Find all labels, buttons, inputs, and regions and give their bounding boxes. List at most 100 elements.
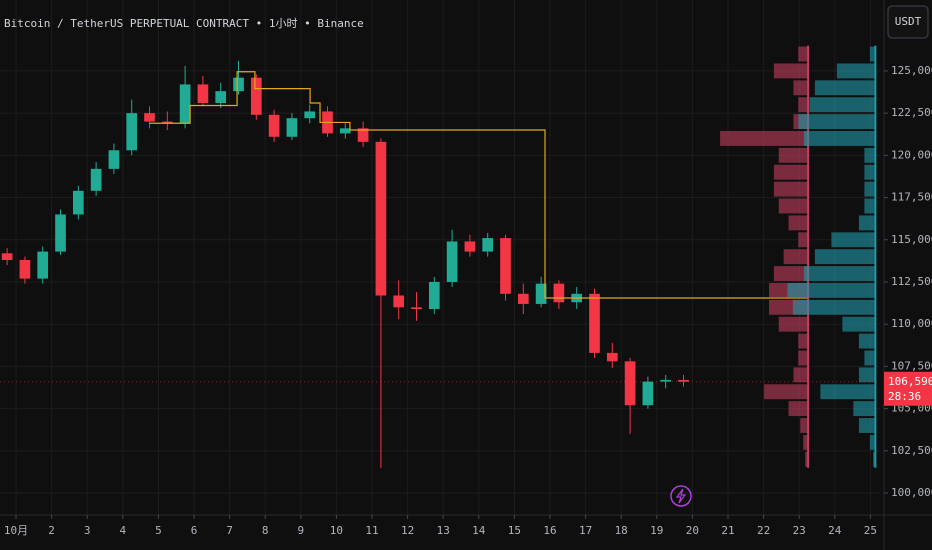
candle-body — [19, 260, 31, 279]
profile-bar — [778, 147, 809, 163]
x-tick-label: 2 — [48, 524, 55, 537]
profile-bar — [869, 46, 876, 62]
candle-body — [286, 118, 298, 137]
x-tick-label: 19 — [650, 524, 663, 537]
profile-bar — [814, 249, 876, 265]
candle-body — [72, 190, 84, 215]
poc-line — [149, 71, 809, 299]
candle-body — [375, 141, 387, 296]
x-tick-label: 6 — [191, 524, 198, 537]
profile-bar — [803, 434, 809, 450]
x-tick-label: 21 — [721, 524, 734, 537]
profile-bar — [853, 401, 876, 417]
profile-bar — [836, 63, 876, 79]
candle-body — [642, 381, 654, 406]
candle-body — [250, 77, 262, 115]
y-tick-label: 115,000.0 — [891, 233, 932, 246]
profile-bar — [864, 181, 876, 197]
candle-body — [464, 241, 476, 252]
profile-bar — [858, 333, 876, 349]
x-tick-label: 12 — [401, 524, 414, 537]
y-tick-label: 125,000.0 — [891, 64, 932, 77]
profile-bar — [864, 147, 876, 163]
candle-body — [161, 121, 173, 124]
x-tick-label: 15 — [508, 524, 521, 537]
profile-bar — [805, 451, 809, 467]
profile-bar — [820, 384, 876, 400]
profile-bar — [803, 266, 876, 281]
candle-body — [37, 251, 49, 279]
profile-bar — [773, 63, 809, 79]
candle-body — [268, 114, 280, 137]
profile-bar — [773, 181, 809, 197]
profile-bar — [788, 401, 809, 417]
x-tick-label: 23 — [793, 524, 806, 537]
x-tick-label: 22 — [757, 524, 770, 537]
currency-label[interactable]: USDT — [895, 15, 922, 28]
x-tick-label: 5 — [155, 524, 162, 537]
y-tick-label: 112,500.0 — [891, 275, 932, 288]
plot-area — [1, 45, 877, 468]
profile-bar — [788, 215, 809, 231]
y-tick-label: 107,500.0 — [891, 359, 932, 372]
candle-body — [144, 113, 155, 122]
x-tick-label: 13 — [437, 524, 450, 537]
x-tick-label: 3 — [84, 524, 91, 537]
candle-body — [482, 238, 494, 252]
y-tick-label: 122,500.0 — [891, 106, 932, 119]
profile-bar — [842, 316, 876, 332]
x-tick-label: 25 — [864, 524, 877, 537]
y-tick-label: 102,500.0 — [891, 444, 932, 457]
x-tick-label: 24 — [828, 524, 842, 537]
profile-bar — [764, 384, 809, 400]
x-tick-label: 4 — [120, 524, 127, 537]
icon-bolt[interactable] — [675, 488, 687, 504]
last-price-box — [884, 371, 932, 406]
x-tick-label: 14 — [472, 524, 486, 537]
profile-bar — [800, 418, 809, 433]
profile-bar — [798, 46, 809, 62]
x-tick-label: 8 — [262, 524, 269, 537]
candle-body — [108, 150, 120, 169]
icon-circle[interactable] — [670, 485, 692, 507]
candle-body — [1, 253, 13, 261]
profile-bar — [869, 434, 876, 450]
profile-bar — [864, 164, 876, 180]
profile-bar — [809, 97, 876, 113]
candle-body — [428, 281, 440, 309]
profile-bar — [798, 350, 809, 366]
last-price-text: 106,590.8 — [888, 375, 932, 388]
currency-button[interactable] — [887, 5, 929, 39]
profile-bar — [787, 282, 876, 298]
candle-body — [339, 128, 351, 134]
x-tick-label: 20 — [686, 524, 699, 537]
profile-bar — [778, 316, 809, 332]
profile-bar — [793, 367, 809, 383]
candle-body — [90, 168, 102, 191]
profile-bar — [798, 232, 809, 248]
lightning-icon[interactable] — [670, 485, 692, 507]
profile-bar — [792, 299, 876, 315]
profile-bar — [858, 215, 876, 231]
candle-body — [179, 84, 191, 124]
candle-body — [517, 293, 529, 304]
candle-body — [446, 241, 458, 282]
candle-body — [660, 379, 672, 382]
profile-bar — [803, 131, 876, 146]
price-label: 106,590.8 28:36 — [0, 371, 932, 406]
candle-body — [197, 84, 209, 103]
y-tick-label: 120,000.0 — [891, 148, 932, 161]
profile-bar — [773, 164, 809, 180]
profile-bar — [798, 114, 876, 130]
x-tick-label: 18 — [615, 524, 628, 537]
profile-bar — [793, 80, 809, 96]
countdown-text: 28:36 — [888, 390, 921, 403]
x-tick-label: 11 — [365, 524, 378, 537]
x-tick-label: 9 — [297, 524, 304, 537]
profile-bar — [783, 249, 809, 265]
x-tick-label: 10月 — [4, 524, 28, 537]
candle-body — [553, 283, 565, 303]
candle-body — [304, 111, 316, 119]
candle-body — [624, 361, 636, 406]
